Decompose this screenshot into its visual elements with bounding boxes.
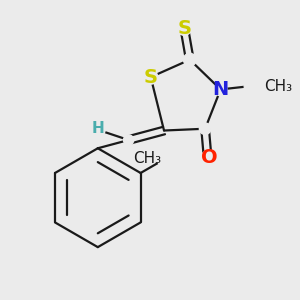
Circle shape (201, 151, 214, 164)
Circle shape (95, 125, 105, 136)
Circle shape (177, 21, 191, 35)
Circle shape (200, 123, 211, 134)
Circle shape (183, 53, 196, 66)
Circle shape (158, 155, 168, 165)
Text: N: N (212, 80, 229, 99)
Text: O: O (201, 148, 217, 167)
Text: CH₃: CH₃ (264, 79, 292, 94)
Text: CH₃: CH₃ (133, 151, 161, 166)
Text: S: S (144, 68, 158, 87)
Text: S: S (177, 19, 191, 38)
Circle shape (214, 83, 227, 96)
Circle shape (244, 81, 254, 91)
Circle shape (124, 135, 134, 145)
Circle shape (144, 70, 158, 84)
Text: H: H (92, 122, 105, 136)
